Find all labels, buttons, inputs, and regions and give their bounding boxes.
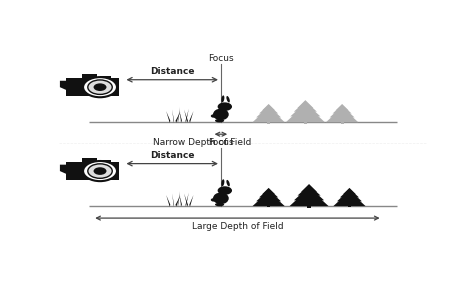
Text: Distance: Distance <box>150 151 194 160</box>
Ellipse shape <box>213 192 229 204</box>
Polygon shape <box>343 188 356 194</box>
Polygon shape <box>179 110 182 123</box>
Polygon shape <box>175 112 180 123</box>
Bar <box>304 122 307 124</box>
Polygon shape <box>179 194 182 207</box>
Text: Distance: Distance <box>150 67 194 76</box>
Ellipse shape <box>221 179 224 186</box>
Polygon shape <box>172 109 174 123</box>
Polygon shape <box>262 188 275 194</box>
Circle shape <box>211 114 217 118</box>
Polygon shape <box>60 165 66 174</box>
Polygon shape <box>290 188 328 206</box>
Polygon shape <box>60 81 66 90</box>
Text: Large Depth of Field: Large Depth of Field <box>191 222 283 231</box>
Polygon shape <box>66 78 118 96</box>
Polygon shape <box>294 101 317 112</box>
Polygon shape <box>337 190 362 201</box>
Polygon shape <box>329 106 355 117</box>
Polygon shape <box>178 108 180 123</box>
Polygon shape <box>189 111 193 123</box>
Ellipse shape <box>213 109 229 120</box>
Circle shape <box>83 77 117 97</box>
Polygon shape <box>189 195 193 207</box>
Polygon shape <box>340 189 359 198</box>
Text: Focus: Focus <box>208 138 234 147</box>
Polygon shape <box>256 190 281 201</box>
Polygon shape <box>259 189 278 198</box>
Circle shape <box>218 102 232 111</box>
Ellipse shape <box>227 96 230 102</box>
Polygon shape <box>253 108 285 122</box>
Polygon shape <box>185 192 189 207</box>
Polygon shape <box>336 104 349 110</box>
Polygon shape <box>178 192 180 207</box>
Circle shape <box>88 164 112 178</box>
Polygon shape <box>100 76 111 78</box>
Polygon shape <box>256 106 281 117</box>
Polygon shape <box>301 184 317 192</box>
Bar <box>267 122 270 123</box>
Polygon shape <box>184 193 188 207</box>
Polygon shape <box>259 105 278 113</box>
Bar <box>267 206 270 207</box>
Polygon shape <box>100 160 111 162</box>
Polygon shape <box>180 190 181 207</box>
Polygon shape <box>333 191 365 206</box>
Polygon shape <box>175 196 180 207</box>
Polygon shape <box>262 104 275 110</box>
Circle shape <box>93 83 107 91</box>
Ellipse shape <box>215 119 224 123</box>
Ellipse shape <box>221 95 224 102</box>
Polygon shape <box>180 106 181 123</box>
Text: Focus: Focus <box>208 54 234 63</box>
Polygon shape <box>185 109 189 123</box>
Polygon shape <box>166 195 170 207</box>
Polygon shape <box>172 193 174 207</box>
Polygon shape <box>294 186 324 200</box>
Polygon shape <box>82 158 97 162</box>
Polygon shape <box>298 185 320 196</box>
Polygon shape <box>166 111 170 123</box>
Polygon shape <box>66 162 118 180</box>
Circle shape <box>83 161 117 181</box>
Polygon shape <box>286 104 325 122</box>
Polygon shape <box>333 105 352 113</box>
Ellipse shape <box>215 203 224 206</box>
Bar <box>341 122 344 123</box>
Polygon shape <box>326 108 358 122</box>
Circle shape <box>93 167 107 175</box>
Text: Narrow Depth of Field: Narrow Depth of Field <box>153 138 252 147</box>
Polygon shape <box>297 100 313 108</box>
Bar <box>348 206 351 207</box>
Polygon shape <box>253 191 285 206</box>
Circle shape <box>88 80 112 95</box>
Ellipse shape <box>227 180 230 186</box>
Bar <box>307 206 311 208</box>
Circle shape <box>211 198 217 201</box>
Polygon shape <box>184 110 188 123</box>
Circle shape <box>218 186 232 195</box>
Polygon shape <box>82 74 97 78</box>
Polygon shape <box>290 103 320 116</box>
